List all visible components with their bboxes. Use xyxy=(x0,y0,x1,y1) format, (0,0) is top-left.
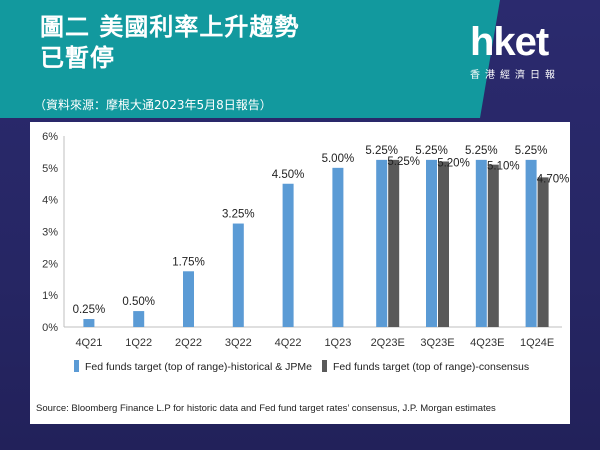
x-tick-label: 3Q23E xyxy=(420,337,454,349)
bar-historical xyxy=(426,159,437,327)
data-label-consensus: 5.10% xyxy=(487,161,520,173)
x-tick-label: 2Q22 xyxy=(175,337,202,349)
legend-label-historical: Fed funds target (top of range)-historic… xyxy=(85,361,312,373)
data-label-historical: 4.50% xyxy=(272,169,305,181)
data-label-historical: 3.25% xyxy=(222,209,255,221)
bar-consensus xyxy=(537,177,549,327)
data-label-historical: 5.25% xyxy=(415,145,448,157)
data-label-consensus: 5.25% xyxy=(387,156,420,168)
x-tick-label: 1Q24E xyxy=(520,337,554,349)
y-tick-label: 2% xyxy=(42,258,58,270)
hket-logo: hket 香港經濟日報 xyxy=(470,20,585,90)
chart-title: 圖二 美國利率上升趨勢 已暫停 xyxy=(40,12,299,74)
data-label-consensus: 5.20% xyxy=(437,157,470,169)
bar-consensus xyxy=(438,161,449,327)
data-label-historical: 0.50% xyxy=(122,296,155,308)
x-tick-label: 3Q22 xyxy=(225,337,252,349)
data-label-historical: 0.25% xyxy=(73,304,106,316)
x-tick-label: 1Q22 xyxy=(125,337,152,349)
x-tick-label: 4Q21 xyxy=(75,337,102,349)
y-tick-label: 4% xyxy=(42,195,58,207)
x-tick-label: 1Q23 xyxy=(324,337,351,349)
chart-panel: 0% 1% 2% 3% 4% 5% 6% 0.25% 4Q21 0.50% 1Q22 1.75% 2Q2… xyxy=(30,122,570,424)
bar-historical xyxy=(376,159,388,327)
source-caption: （資料來源：摩根大通2023年5月8日報告） xyxy=(34,98,272,112)
bar-consensus xyxy=(487,164,499,327)
logo-subtitle: 香港經濟日報 xyxy=(470,70,560,81)
data-label-historical: 5.25% xyxy=(465,145,498,157)
data-label-historical: 1.75% xyxy=(172,256,205,268)
bar-chart: 0% 1% 2% 3% 4% 5% 6% 0.25% 4Q21 0.50% 1Q22 1.75% 2Q2… xyxy=(42,131,570,373)
x-tick-label: 4Q22 xyxy=(275,337,302,349)
bar-historical xyxy=(232,223,244,327)
title-banner xyxy=(0,0,500,118)
bar-historical xyxy=(525,159,537,327)
data-label-historical: 5.25% xyxy=(365,145,398,157)
x-tick-label: 4Q23E xyxy=(470,337,504,349)
bar-consensus xyxy=(388,159,400,327)
data-label-historical: 5.00% xyxy=(322,153,355,165)
legend-swatch-consensus xyxy=(322,360,327,372)
logo-brand: hket xyxy=(470,20,549,64)
bar-historical xyxy=(133,311,145,327)
x-tick-label: 2Q23E xyxy=(371,337,405,349)
title-line-2: 已暫停 xyxy=(40,44,115,72)
y-tick-label: 5% xyxy=(42,163,58,175)
legend-swatch-historical xyxy=(74,360,79,372)
y-tick-label: 0% xyxy=(42,322,58,334)
data-label-historical: 5.25% xyxy=(515,145,548,157)
bar-historical xyxy=(282,183,294,327)
y-tick-label: 3% xyxy=(42,227,58,239)
chart-footnote: Source: Bloomberg Finance L.P for histor… xyxy=(36,403,496,414)
bar-historical xyxy=(83,319,95,327)
y-tick-label: 6% xyxy=(42,131,58,143)
title-line-1: 圖二 美國利率上升趨勢 xyxy=(40,13,300,41)
bar-historical xyxy=(475,159,487,327)
legend-label-consensus: Fed funds target (top of range)-consensu… xyxy=(333,361,529,373)
data-label-consensus: 4.70% xyxy=(537,173,570,185)
y-tick-label: 1% xyxy=(42,290,58,302)
bar-historical xyxy=(332,167,344,327)
bar-historical xyxy=(183,271,194,327)
